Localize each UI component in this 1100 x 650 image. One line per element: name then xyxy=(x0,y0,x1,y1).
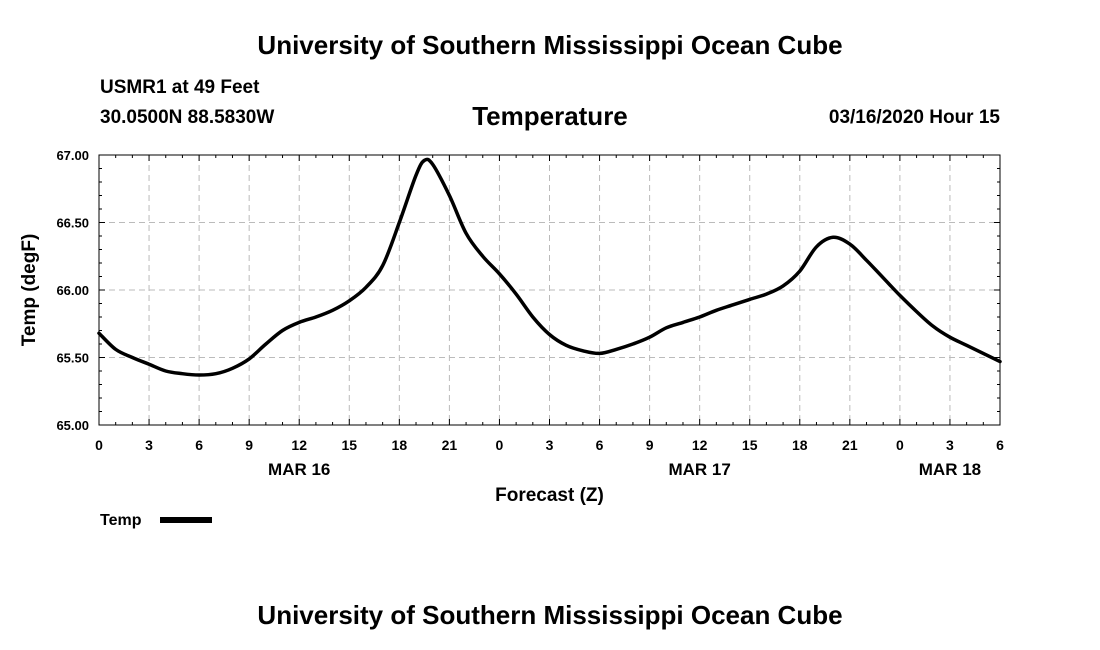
x-tick-label: 21 xyxy=(842,437,858,453)
y-axis-title: Temp (degF) xyxy=(19,234,40,347)
x-tick-label: 6 xyxy=(996,437,1004,453)
x-tick-label: 15 xyxy=(742,437,758,453)
chart-subtitle: Temperature xyxy=(472,101,628,131)
x-tick-label: 0 xyxy=(95,437,103,453)
date-label: MAR 18 xyxy=(919,460,981,479)
y-tick-label: 66.50 xyxy=(56,216,89,231)
x-tick-label: 3 xyxy=(145,437,153,453)
legend: Temp xyxy=(100,512,212,529)
date-label: MAR 16 xyxy=(268,460,330,479)
x-tick-label: 12 xyxy=(291,437,307,453)
x-tick-label: 6 xyxy=(596,437,604,453)
x-tick-label: 21 xyxy=(442,437,458,453)
forecast-datetime: 03/16/2020 Hour 15 xyxy=(828,107,1000,128)
x-tick-label: 12 xyxy=(692,437,708,453)
page-title: University of Southern Mississippi Ocean… xyxy=(257,30,843,60)
x-tick-label: 0 xyxy=(896,437,904,453)
axis-ticks xyxy=(98,154,1001,426)
date-label: MAR 17 xyxy=(668,460,730,479)
x-tick-label: 0 xyxy=(496,437,504,453)
x-tick-label: 3 xyxy=(546,437,554,453)
x-tick-label: 6 xyxy=(195,437,203,453)
series xyxy=(97,157,1002,377)
grid xyxy=(99,155,1000,425)
station-coordinates: 30.0500N 88.5830W xyxy=(100,107,275,128)
y-tick-label: 65.00 xyxy=(56,418,89,433)
station-label: USMR1 at 49 Feet xyxy=(100,77,260,98)
y-tick-label: 65.50 xyxy=(56,351,89,366)
x-tick-label: 18 xyxy=(392,437,408,453)
x-tick-label: 9 xyxy=(245,437,253,453)
series-line-temp xyxy=(97,157,1002,377)
y-tick-label: 66.00 xyxy=(56,283,89,298)
legend-label: Temp xyxy=(100,512,142,529)
x-axis-title: Forecast (Z) xyxy=(495,485,604,506)
x-tick-label: 3 xyxy=(946,437,954,453)
axis-labels: 0 3 6 9 12 15 18 21 0 3 6 9 12 15 18 21 0 3 6 65.00 65.50 66.… xyxy=(56,148,1004,479)
x-tick-label: 9 xyxy=(646,437,654,453)
y-tick-label: 67.00 xyxy=(56,148,89,163)
x-tick-label: 18 xyxy=(792,437,808,453)
footer-title: University of Southern Mississippi Ocean… xyxy=(257,600,843,630)
x-tick-label: 15 xyxy=(341,437,357,453)
